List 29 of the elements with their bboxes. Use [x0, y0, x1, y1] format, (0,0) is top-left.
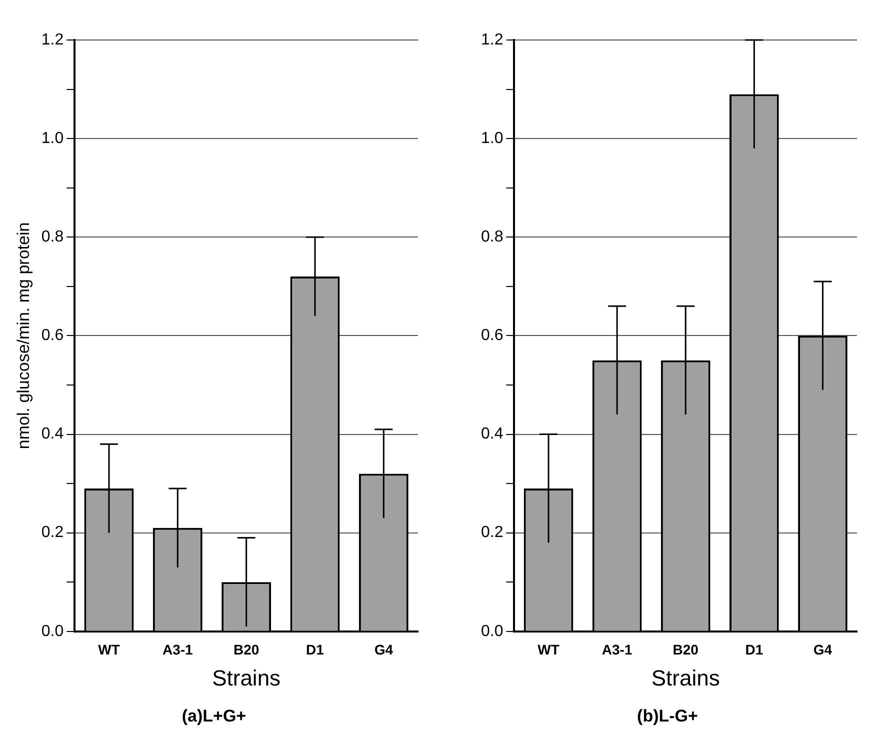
text: (b)L-G+	[637, 706, 698, 726]
y-tick-label: 0.0	[41, 622, 64, 640]
x-tick-label: B20	[233, 642, 260, 658]
y-tick-label: 0.4	[480, 426, 504, 443]
x-tick-label: D1	[745, 642, 764, 658]
x-tick-label: G4	[813, 642, 832, 658]
y-tick-label: 1.0	[480, 130, 504, 147]
x-tick-label: WT	[538, 642, 560, 658]
x-tick-label: WT	[98, 642, 120, 658]
y-tick-label: 0.4	[41, 426, 64, 443]
text: (a)L+G+	[182, 706, 246, 726]
y-tick-label: 1.2	[41, 31, 64, 48]
y-tick-label: 0.2	[480, 524, 504, 542]
x-tick-label: B20	[672, 642, 699, 658]
x-axis-title: Strains	[212, 665, 281, 690]
x-tick-label: G4	[374, 642, 394, 658]
y-tick-label: 1.0	[41, 130, 64, 147]
x-tick-label: A3-1	[162, 642, 194, 658]
y-tick-label: 0.8	[480, 228, 504, 246]
x-tick-label: A3-1	[602, 642, 632, 658]
y-tick-label: 0.6	[41, 327, 64, 344]
y-axis-title: nmol. glucose/min. mg protein	[14, 222, 33, 450]
y-tick-label: 0.2	[41, 524, 64, 542]
y-tick-label: 0.0	[480, 622, 504, 640]
y-tick-label: 0.8	[41, 228, 64, 246]
x-axis-title: Strains	[651, 665, 720, 690]
y-tick-label: 0.6	[480, 327, 504, 344]
y-tick-label: 1.2	[480, 31, 504, 48]
x-tick-label: D1	[306, 642, 324, 658]
